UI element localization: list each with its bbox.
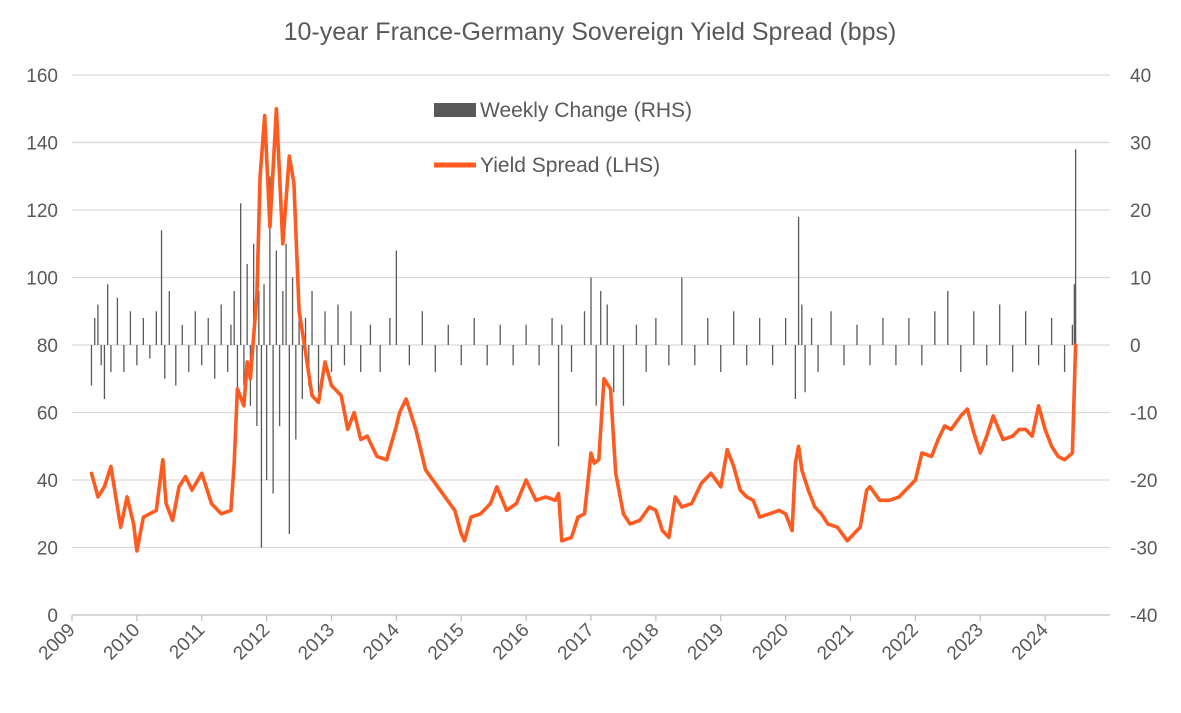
left-tick-label: 60 <box>37 404 58 425</box>
right-tick-label: -40 <box>1130 606 1157 627</box>
left-tick-label: 0 <box>47 606 58 627</box>
x-tick-label: 2011 <box>166 620 210 664</box>
x-tick-label: 2010 <box>100 620 145 665</box>
right-tick-label: -10 <box>1130 404 1157 425</box>
right-tick-label: 40 <box>1130 66 1151 87</box>
x-axis-ticks: 2009 2010 2011 2012 2013 2014 2015 2016 2017 2018… <box>35 615 1053 664</box>
x-tick-label: 2021 <box>813 620 858 665</box>
x-tick-label: 2012 <box>229 620 274 665</box>
weekly-change-bars <box>91 149 1075 547</box>
right-tick-label: 10 <box>1130 269 1151 290</box>
x-tick-label: 2014 <box>359 619 404 664</box>
left-tick-label: 140 <box>26 134 58 155</box>
right-axis-ticks: -40 -30 -20 -10 0 10 20 30 40 <box>1130 66 1157 627</box>
x-tick-label: 2013 <box>294 620 339 665</box>
legend: Weekly Change (RHS) Yield Spread (LHS) <box>434 99 692 177</box>
legend-label-yield-spread: Yield Spread (LHS) <box>480 154 660 177</box>
right-tick-label: -30 <box>1130 539 1157 560</box>
x-tick-label: 2020 <box>748 620 793 665</box>
x-tick-label: 2024 <box>1008 619 1053 664</box>
left-tick-label: 120 <box>26 201 58 222</box>
right-tick-label: -20 <box>1130 471 1157 492</box>
chart-title: 10-year France-Germany Sovereign Yield S… <box>284 18 897 46</box>
left-tick-label: 80 <box>37 336 58 357</box>
left-tick-label: 100 <box>26 269 58 290</box>
x-tick-label: 2019 <box>684 620 729 665</box>
x-tick-label: 2022 <box>878 620 923 665</box>
right-tick-label: 30 <box>1130 134 1151 155</box>
legend-swatch-weekly-change <box>434 103 476 117</box>
x-tick-label: 2015 <box>424 620 469 665</box>
right-tick-label: 20 <box>1130 201 1151 222</box>
x-tick-label: 2017 <box>554 620 599 665</box>
x-tick-label: 2023 <box>943 620 988 665</box>
x-tick-label: 2016 <box>489 620 534 665</box>
left-axis-ticks: 0 20 40 60 80 100 120 140 160 <box>26 66 58 627</box>
x-tick-label: 2009 <box>35 620 80 665</box>
left-tick-label: 40 <box>37 471 58 492</box>
left-tick-label: 160 <box>26 66 58 87</box>
legend-label-weekly-change: Weekly Change (RHS) <box>480 99 692 122</box>
x-tick-label: 2018 <box>619 620 664 665</box>
right-tick-label: 0 <box>1130 336 1141 357</box>
left-tick-label: 20 <box>37 539 58 560</box>
